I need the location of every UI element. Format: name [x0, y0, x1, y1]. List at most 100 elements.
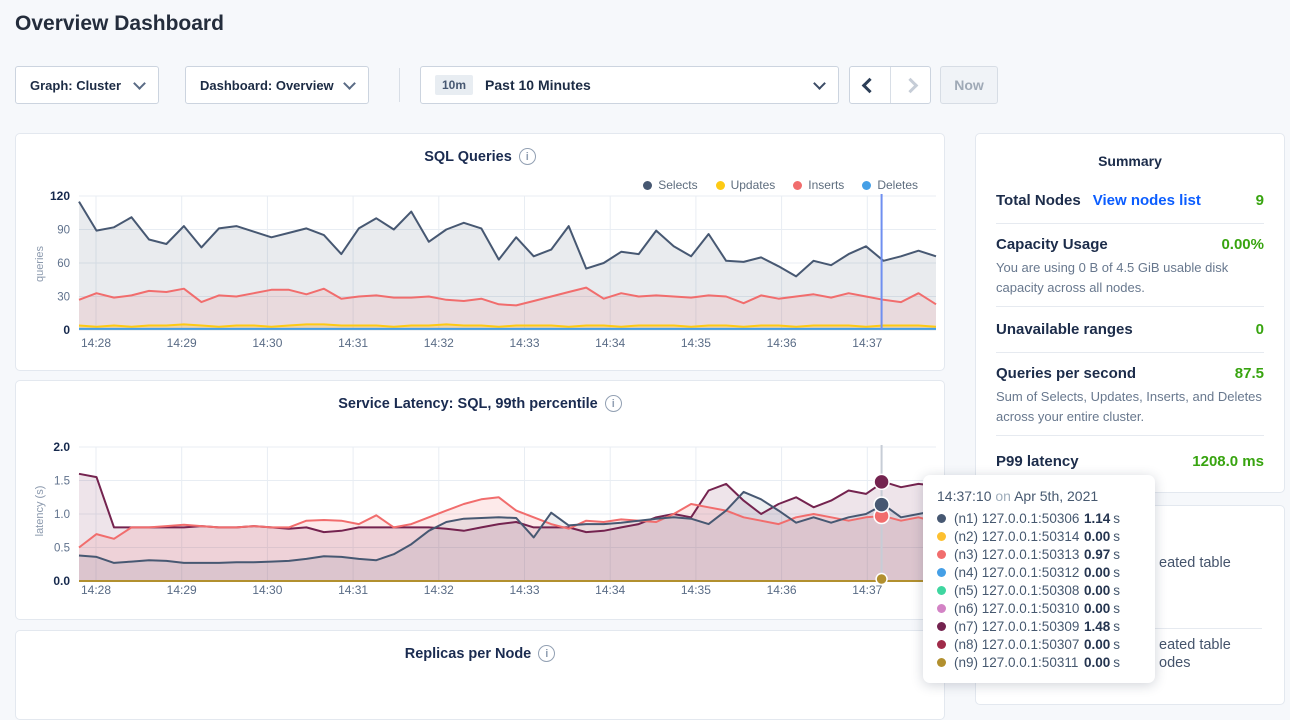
tooltip-node-value: 0.00 [1084, 600, 1111, 616]
summary-row: Unavailable ranges 0 [996, 306, 1264, 352]
y-axis-tick-label: 1.5 [54, 476, 70, 488]
series-color-dot [937, 621, 946, 631]
x-axis-tick-label: 14:28 [81, 583, 111, 597]
series-line [78, 490, 937, 564]
legend-label: Inserts [808, 178, 845, 192]
tooltip-timestamp: 14:37:10 on Apr 5th, 2021 [937, 488, 1099, 504]
legend-label: Updates [730, 178, 776, 192]
info-icon[interactable]: i [518, 148, 536, 165]
graph-dropdown[interactable]: Graph: Cluster [15, 66, 159, 104]
x-axis-tick-label: 14:37 [852, 583, 882, 597]
chart-title: Service Latency: SQL, 99th percentile [338, 395, 598, 412]
graph-dropdown-label: Graph: Cluster [30, 77, 122, 93]
legend-dot [862, 180, 872, 190]
view-nodes-list-link[interactable]: View nodes list [1092, 192, 1201, 209]
hover-data-point [873, 473, 890, 491]
y-axis-tick-label: 0.5 [54, 543, 70, 555]
tooltip-node-address: (n7) 127.0.0.1:50309 [954, 618, 1080, 634]
chart-title: SQL Queries [424, 148, 512, 165]
summary-row: Total Nodes View nodes list 9 [996, 178, 1264, 223]
tooltip-node-value: 1.14 [1084, 510, 1111, 526]
x-axis-tick-label: 14:36 [767, 583, 797, 597]
series-line [78, 323, 937, 328]
y-axis-tick-label: 90 [57, 225, 70, 237]
summary-card: Summary Total Nodes View nodes list 9 Capac… [975, 133, 1285, 493]
x-axis-tick-label: 14:36 [767, 336, 797, 350]
legend-dot [793, 180, 803, 190]
info-icon[interactable]: i [604, 395, 622, 412]
summary-row-description: Sum of Selects, Updates, Inserts, and De… [996, 389, 1262, 424]
y-axis-tick-label: 2.0 [53, 441, 70, 454]
tooltip-node-value: 0.00 [1084, 582, 1111, 598]
tooltip-node-unit: s [1113, 546, 1121, 562]
dashboard-dropdown-label: Dashboard: Overview [200, 77, 334, 93]
tooltip-node-row: (n3) 127.0.0.1:50313 0.97 s [937, 545, 1141, 563]
series-color-dot [937, 603, 946, 613]
x-axis-tick-label: 14:29 [167, 583, 197, 597]
tooltip-node-value: 1.48 [1084, 618, 1111, 634]
tooltip-node-row: (n4) 127.0.0.1:50312 0.00 s [937, 563, 1141, 581]
summary-row-value: 0 [1255, 321, 1264, 338]
tooltip-node-row: (n1) 127.0.0.1:50306 1.14 s [937, 509, 1141, 527]
series-color-dot [937, 549, 946, 559]
tooltip-node-row: (n7) 127.0.0.1:50309 1.48 s [937, 617, 1141, 635]
tooltip-node-value: 0.00 [1084, 654, 1111, 670]
series-color-dot [937, 567, 946, 577]
toolbar-divider [399, 68, 400, 102]
summary-row-label: Unavailable ranges [996, 321, 1133, 338]
x-axis-tick-label: 14:32 [424, 336, 454, 350]
time-range-dropdown[interactable]: 10m Past 10 Minutes [420, 66, 839, 104]
legend-dot [643, 180, 653, 190]
y-axis-tick-label: 1.0 [54, 509, 70, 521]
x-axis-tick-label: 14:31 [338, 583, 368, 597]
summary-row-description: You are using 0 B of 4.5 GiB usable disk… [996, 260, 1229, 295]
tooltip-node-row: (n9) 127.0.0.1:50311 0.00 s [937, 653, 1141, 671]
time-step-back-button[interactable] [850, 67, 890, 103]
tooltip-node-address: (n8) 127.0.0.1:50307 [954, 636, 1080, 652]
info-icon[interactable]: i [538, 645, 556, 662]
x-axis-tick-label: 14:30 [252, 583, 282, 597]
time-step-forward-button[interactable] [889, 67, 931, 103]
y-axis-tick-label: 30 [57, 292, 70, 304]
legend-item: Deletes [862, 178, 918, 192]
series-area [79, 201, 936, 330]
tooltip-node-address: (n2) 127.0.0.1:50314 [954, 528, 1080, 544]
chevron-down-icon [813, 77, 826, 90]
tooltip-node-value: 0.00 [1084, 528, 1111, 544]
now-button[interactable]: Now [940, 66, 998, 104]
summary-row-label: P99 latency [996, 453, 1079, 470]
latency-card: Service Latency: SQL, 99th percentile i … [15, 380, 945, 620]
chevron-right-icon [902, 77, 919, 93]
sql-queries-chart[interactable]: 14:28 14:29 14:30 14:31 14:32 14:33 14:34 14:35… [16, 190, 944, 362]
latency-chart[interactable]: 14:28 14:29 14:30 14:31 14:32 14:33 14:34 14:35… [16, 441, 944, 607]
x-axis-tick-label: 14:35 [681, 583, 711, 597]
tooltip-node-unit: s [1113, 618, 1121, 634]
summary-row-value: 87.5 [1234, 365, 1264, 382]
x-axis-tick-label: 14:30 [252, 336, 282, 350]
summary-row-value: 0.00% [1221, 236, 1264, 253]
y-axis-tick-label: 0 [63, 323, 70, 337]
tooltip-node-value: 0.00 [1084, 636, 1111, 652]
tooltip-node-address: (n1) 127.0.0.1:50306 [954, 510, 1080, 526]
summary-row-value: 9 [1255, 192, 1264, 209]
event-text-fragment: eated table [1159, 637, 1231, 653]
tooltip-node-unit: s [1113, 510, 1121, 526]
x-axis-tick-label: 14:29 [167, 336, 197, 350]
chart-hover-tooltip: 14:37:10 on Apr 5th, 2021 (n1) 127.0.0.1… [923, 475, 1155, 683]
series-line [78, 286, 937, 307]
tooltip-node-address: (n4) 127.0.0.1:50312 [954, 564, 1080, 580]
tooltip-node-value: 0.97 [1084, 546, 1111, 562]
tooltip-node-unit: s [1113, 564, 1121, 580]
legend-item: Updates [715, 178, 776, 192]
time-range-badge: 10m [435, 75, 474, 95]
event-text-fragment: eated table [1159, 555, 1231, 571]
dashboard-dropdown[interactable]: Dashboard: Overview [185, 66, 369, 104]
x-axis-tick-label: 14:28 [81, 336, 111, 350]
page-title: Overview Dashboard [15, 12, 224, 35]
x-axis-tick-label: 14:35 [681, 336, 711, 350]
chart-title: Replicas per Node [404, 645, 532, 662]
x-axis-tick-label: 14:34 [595, 583, 625, 597]
series-color-dot [937, 513, 946, 523]
y-axis-tick-label: 120 [50, 190, 70, 203]
time-range-label: Past 10 Minutes [485, 77, 591, 93]
